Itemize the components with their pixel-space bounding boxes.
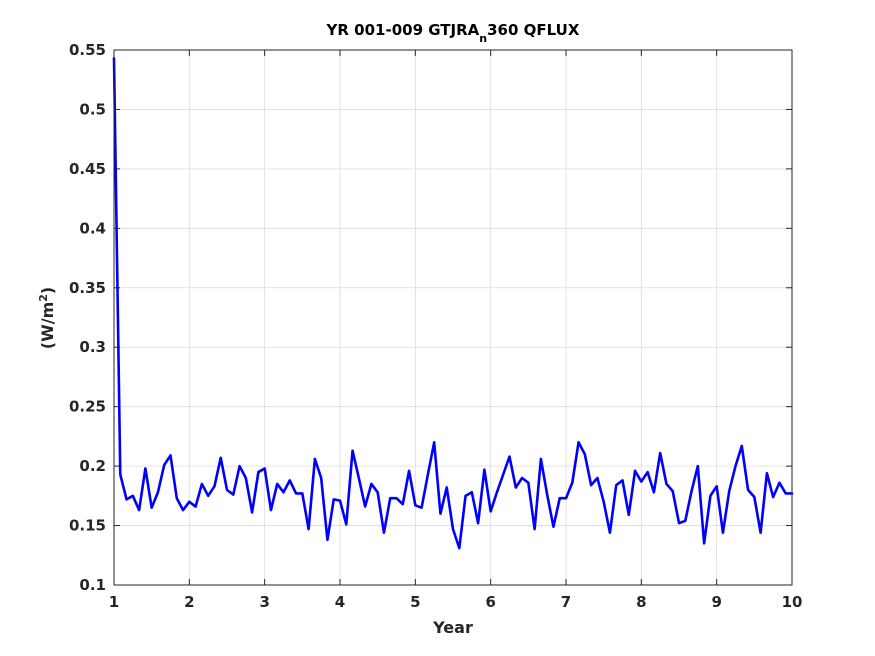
y-tick-labels: 0.1 0.15 0.2 0.25 0.3 0.35 0.4 0.45 0.5 0.55	[69, 41, 106, 594]
y-tick-label: 0.25	[69, 398, 106, 416]
x-tick-label: 2	[184, 593, 194, 611]
axis-ticks	[113, 49, 793, 586]
x-tick-label: 5	[410, 593, 420, 611]
y-axis-label-prefix: (W/m	[38, 302, 57, 349]
x-tick-labels: 1 2 3 4 5 6 7 8 9 10	[109, 593, 803, 611]
y-tick-label: 0.4	[79, 219, 106, 237]
plot-area-border	[113, 49, 793, 586]
x-tick-label: 6	[485, 593, 495, 611]
x-axis-label: Year	[432, 618, 473, 637]
y-tick-label: 0.3	[79, 338, 106, 356]
y-axis-label-suffix: )	[38, 287, 57, 294]
y-tick-label: 0.1	[79, 576, 106, 594]
x-tick-label: 9	[711, 593, 721, 611]
x-tick-label: 10	[782, 593, 803, 611]
chart-title: YR 001-009 GTJRAn360 QFLUX	[326, 21, 580, 45]
chart-title-subscript: n	[479, 32, 487, 45]
x-tick-label: 3	[259, 593, 269, 611]
y-axis-label-superscript: 2	[37, 294, 50, 302]
y-tick-label: 0.35	[69, 279, 106, 297]
series-line	[112, 57, 794, 550]
x-tick-label: 7	[561, 593, 571, 611]
chart-title-rest: 360 QFLUX	[487, 21, 580, 39]
y-tick-label: 0.45	[69, 160, 106, 178]
x-tick-label: 1	[109, 593, 119, 611]
y-tick-label: 0.55	[69, 41, 106, 59]
y-tick-label: 0.5	[79, 100, 106, 118]
chart-title-main: YR 001-009 GTJRA	[326, 21, 480, 39]
series-layer	[112, 57, 794, 550]
x-tick-label: 4	[335, 593, 345, 611]
x-tick-label: 8	[636, 593, 646, 611]
y-tick-label: 0.15	[69, 517, 106, 535]
grid-lines	[113, 49, 793, 586]
y-tick-label: 0.2	[79, 457, 106, 475]
y-axis-label: (W/m2)	[37, 287, 58, 349]
